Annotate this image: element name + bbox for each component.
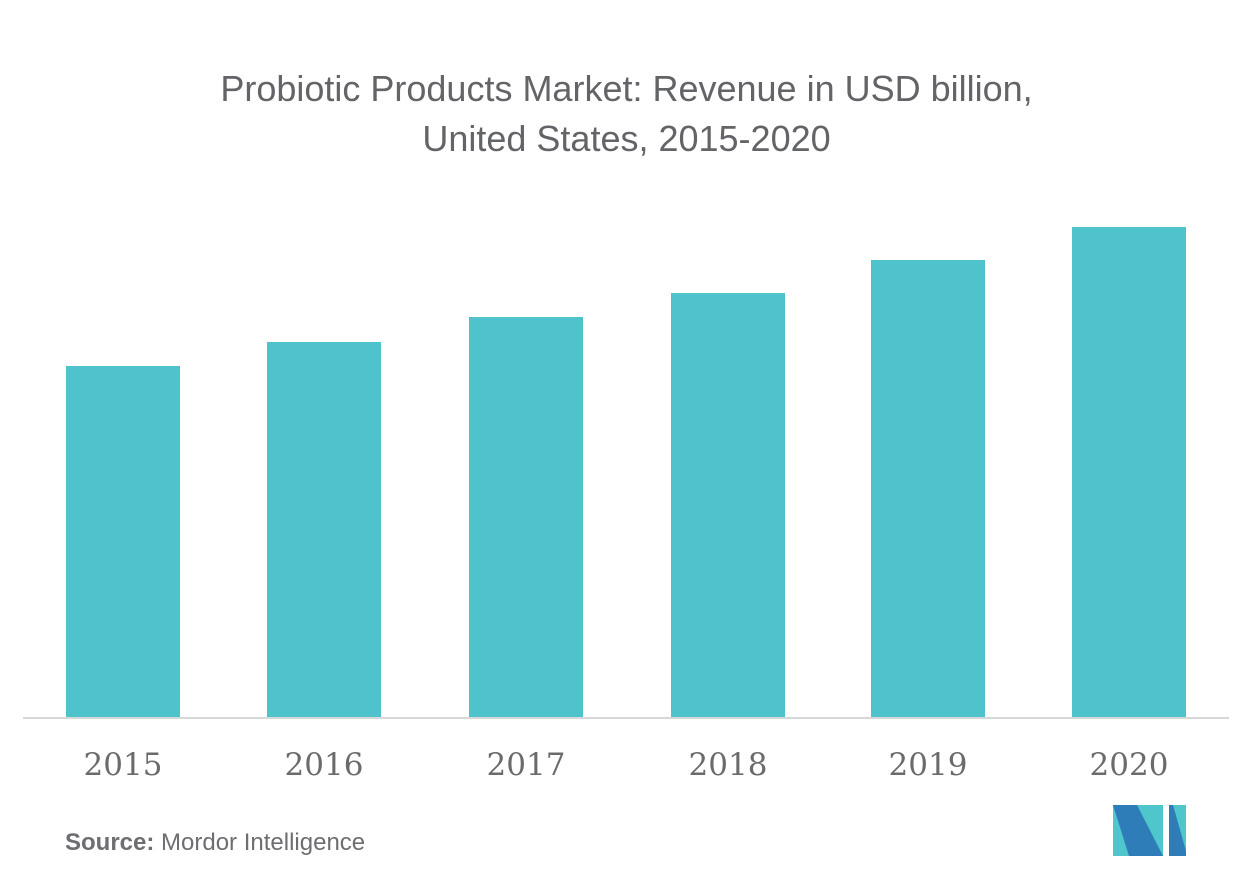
bar-2016 bbox=[267, 342, 381, 717]
source-value: Mordor Intelligence bbox=[161, 829, 366, 856]
bar-2017 bbox=[469, 317, 583, 717]
chart-title-line-1: Probiotic Products Market: Revenue in US… bbox=[220, 68, 1033, 109]
bar-2018 bbox=[671, 293, 785, 717]
x-axis-line bbox=[23, 717, 1229, 719]
x-axis-label-2019: 2019 bbox=[888, 747, 968, 783]
mordor-intelligence-logo bbox=[1113, 805, 1186, 856]
bar-2020 bbox=[1072, 227, 1186, 717]
x-axis-label-2018: 2018 bbox=[688, 747, 768, 783]
chart-title-line-2: United States, 2015-2020 bbox=[422, 118, 831, 159]
logo-right-teal-triangle bbox=[1173, 805, 1186, 851]
bar-2015 bbox=[66, 366, 180, 717]
source-label: Source: bbox=[65, 829, 155, 856]
chart-title: Probiotic Products Market: Revenue in US… bbox=[0, 64, 1253, 164]
bar-2019 bbox=[871, 260, 985, 717]
x-axis-label-2016: 2016 bbox=[284, 747, 364, 783]
logo-left-blue-stripe bbox=[1113, 805, 1163, 856]
source-line: Source: Mordor Intelligence bbox=[65, 829, 365, 857]
x-axis-label-2020: 2020 bbox=[1089, 747, 1169, 783]
x-axis-label-2017: 2017 bbox=[486, 747, 566, 783]
x-axis-label-2015: 2015 bbox=[83, 747, 163, 783]
